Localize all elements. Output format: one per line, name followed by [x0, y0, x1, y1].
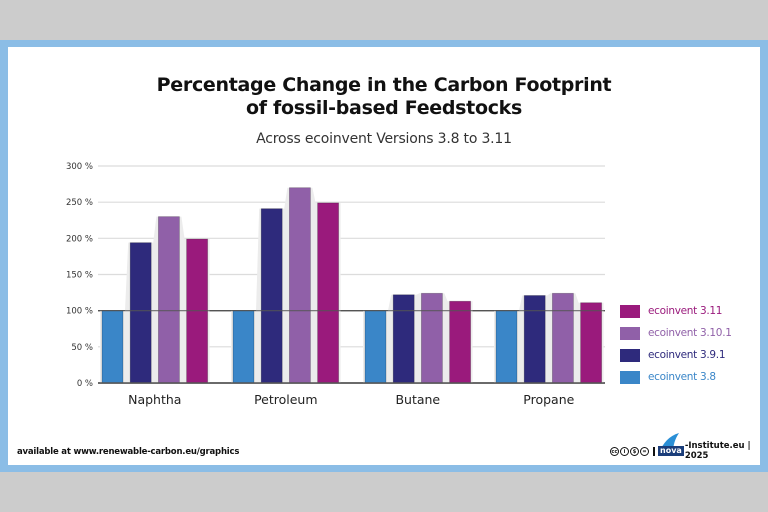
bar-naphtha-ecoinvent-3-8: [101, 310, 124, 384]
bar-shadow-band: [494, 293, 604, 383]
bar-shadow-band: [231, 187, 341, 383]
y-tick-label: 250 %: [66, 198, 93, 208]
chart-subtitle: Across ecoinvent Versions 3.8 to 3.11: [256, 131, 512, 147]
nova-logo-text: nova: [658, 446, 684, 456]
bar-naphtha-ecoinvent-3-10-1: [157, 216, 180, 384]
legend-label: ecoinvent 3.8: [648, 371, 716, 383]
legend-label: ecoinvent 3.11: [648, 305, 723, 317]
legend-label: ecoinvent 3.9.1: [648, 349, 726, 361]
bar-shadow-band: [100, 216, 210, 383]
legend-swatch: [620, 370, 640, 384]
bar-petroleum-ecoinvent-3-11: [317, 202, 340, 384]
legend-item: ecoinvent 3.9.1: [620, 344, 732, 366]
legend: ecoinvent 3.11 ecoinvent 3.10.1 ecoinvent …: [620, 300, 732, 388]
chart-title: Percentage Change in the Carbon Footprin…: [0, 74, 768, 120]
bar-petroleum-ecoinvent-3-9-1: [260, 208, 283, 384]
y-tick-label: 150 %: [66, 271, 93, 281]
x-tick-label: Petroleum: [254, 392, 317, 407]
cc-icon: cc: [610, 446, 619, 456]
nd-icon: =: [640, 446, 649, 456]
bar-butane-ecoinvent-3-9-1: [392, 294, 415, 384]
y-tick-label: 200 %: [66, 234, 93, 244]
title-line-2: of fossil-based Feedstocks: [245, 97, 523, 119]
bar-petroleum-ecoinvent-3-10-1: [288, 187, 311, 384]
y-tick-label: 300 %: [66, 162, 93, 172]
legend-swatch: [620, 348, 640, 362]
legend-swatch: [620, 326, 640, 340]
y-tick-label: 100 %: [66, 307, 93, 317]
legend-swatch: [620, 304, 640, 318]
legend-item: ecoinvent 3.8: [620, 366, 732, 388]
x-tick-label: Propane: [523, 392, 574, 407]
y-tick-label: 0 %: [77, 379, 93, 389]
bar-butane-ecoinvent-3-10-1: [420, 292, 443, 384]
nova-logo: nova: [653, 433, 684, 456]
title-line-1: Percentage Change in the Carbon Footprin…: [156, 74, 612, 96]
bar-butane-ecoinvent-3-11: [449, 300, 472, 384]
credit-text: -Institute.eu | 2025: [684, 441, 751, 461]
y-tick-label: 50 %: [71, 343, 93, 353]
x-tick-label: Naphtha: [128, 392, 181, 407]
legend-label: ecoinvent 3.10.1: [648, 327, 732, 339]
bar-naphtha-ecoinvent-3-9-1: [129, 242, 152, 384]
x-tick-label: Butane: [395, 392, 440, 407]
nc-icon: $: [630, 446, 639, 456]
bar-petroleum-ecoinvent-3-8: [232, 310, 255, 384]
bar-propane-ecoinvent-3-11: [580, 302, 602, 384]
bar-propane-ecoinvent-3-8: [495, 310, 518, 384]
license-icons: cc i $ =: [610, 446, 649, 456]
source-text: available at www.renewable-carbon.eu/gra…: [17, 447, 240, 457]
bar-propane-ecoinvent-3-9-1: [523, 295, 546, 384]
by-icon: i: [620, 446, 629, 456]
legend-item: ecoinvent 3.11: [620, 300, 732, 322]
bar-shadow-band: [363, 293, 473, 383]
credit-block: cc i $ = nova -Institute.eu | 2025: [610, 433, 768, 461]
bar-propane-ecoinvent-3-10-1: [552, 292, 574, 384]
legend-item: ecoinvent 3.10.1: [620, 322, 732, 344]
bar-butane-ecoinvent-3-8: [364, 310, 387, 384]
